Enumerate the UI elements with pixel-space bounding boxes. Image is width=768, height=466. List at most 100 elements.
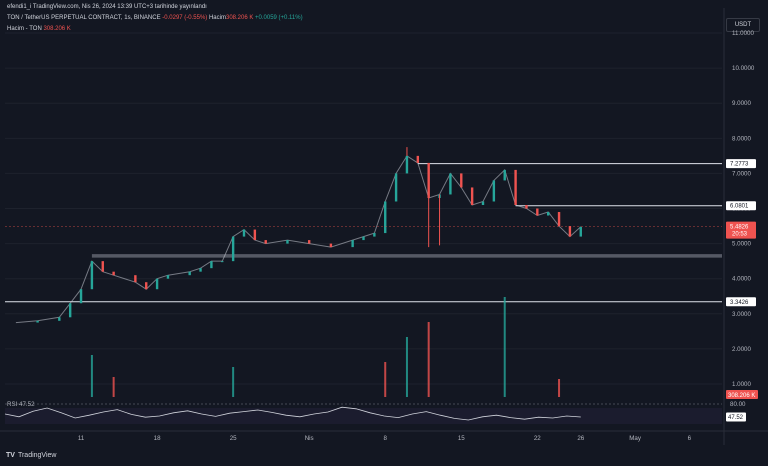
price-candle [394,173,398,202]
rsi-band [5,408,722,424]
volume-bar [405,337,408,397]
price-candle [58,317,61,321]
y-tick-label: 5.0000 [732,241,751,248]
brand-label: TradingView [17,452,57,459]
volume-bar [90,355,93,397]
support-zone [91,254,723,258]
tv-logo-icon: TV [6,452,15,459]
price-candle [427,162,430,198]
x-tick-label: 18 [154,435,161,442]
price-candle [514,169,517,205]
x-tick-label: May [629,435,642,442]
price-candle [231,236,235,262]
y-tick-label: 7.0000 [732,170,751,177]
rsi-label: RSI 47.52 [7,401,35,408]
volume-bar [384,362,387,397]
price-candle [546,212,550,216]
symbol-title[interactable]: TON / TetherUS PERPETUAL CONTRACT, 1s, B… [7,15,161,21]
level-badge-label: 3.3426 [730,300,749,306]
price-candle [362,236,365,241]
price-candle [525,205,528,209]
x-tick-label: 26 [577,435,584,442]
price-candle [188,271,191,276]
price-candle [384,201,387,234]
price-candle [503,169,506,181]
rsi-line [4,406,581,421]
price-candle [101,261,104,272]
price-candle [416,155,420,163]
x-tick-label: 25 [230,435,237,442]
price-candle [242,229,246,237]
price-candle [449,173,452,195]
x-tick-label: 8 [384,435,388,442]
price-candle [307,240,311,244]
volume-bar [558,379,561,397]
rsi-value-badge [726,412,746,422]
price-candle [155,278,159,290]
publish-info: efendi1_i TradingView.com, Nis 26, 2024 … [7,4,207,10]
y-tick-label: 2.0000 [732,346,751,353]
level-badge-label: 7.2773 [730,162,749,168]
current-price-label: 5.4826 [730,225,749,231]
y-tick-label: 1.0000 [732,381,751,388]
volume-ton-label[interactable]: Hacim - TON [7,26,42,32]
price-candle [470,187,474,205]
price-candle [36,320,39,323]
level-badge [726,297,756,307]
price-candle [481,201,485,205]
price-candle [568,226,572,237]
price-change: -0.0297 (-0.55%) [162,15,208,21]
volume-bar [427,322,430,397]
level-badge [726,159,756,169]
price-candle [134,275,137,283]
price-candle [264,240,267,244]
price-candle [253,229,257,241]
volume-bar [232,367,235,397]
price-candle [221,261,224,263]
volume-change: +0.0059 (+0.11%) [255,15,303,21]
price-candle [373,233,376,237]
x-tick-label: 15 [458,435,465,442]
price-candle [286,240,289,244]
price-candle [199,268,202,272]
price-candle [536,208,539,216]
x-tick-label: 6 [688,435,692,442]
y-tick-label: 8.0000 [732,135,751,142]
price-line [15,155,582,324]
current-price-badge [726,221,756,239]
price-candle [557,212,561,227]
countdown-label: 20:53 [732,232,748,238]
price-candle [79,289,83,304]
price-candle [460,173,463,188]
tradingview-logo[interactable]: TV TradingView [6,452,56,459]
volume-label: Hacim [208,15,226,21]
volume-badge-label: 308.206 K [728,393,755,399]
x-tick-label: 11 [78,435,85,442]
currency-button[interactable]: USDT [726,18,760,32]
price-candle [112,271,115,276]
level-badge [726,201,756,211]
price-candle [68,303,72,318]
symbol-legend: TON / TetherUS PERPETUAL CONTRACT, 1s, B… [7,15,303,21]
y-tick-label: 9.0000 [732,100,751,107]
price-candle [166,275,170,279]
y-tick-label: 10.0000 [732,65,755,72]
x-tick-label: 22 [534,435,541,442]
y-tick-label: 11.0000 [732,30,754,37]
price-candle [210,261,213,269]
price-candle [329,243,333,248]
volume-badge [726,390,758,399]
level-badge-label: 6.0801 [730,204,749,210]
volume-bar [112,377,115,397]
volume-legend: Hacim - TON 308.206 K [7,26,71,32]
y-tick-label: 3.0000 [732,311,751,318]
price-candle [145,282,148,290]
volume-bar [503,297,506,397]
price-candle [351,240,354,248]
price-candle [405,155,409,174]
x-tick-label: Nis [305,435,314,442]
volume-value: 308.206 K [225,15,254,21]
y-tick-label: 4.0000 [732,276,751,283]
